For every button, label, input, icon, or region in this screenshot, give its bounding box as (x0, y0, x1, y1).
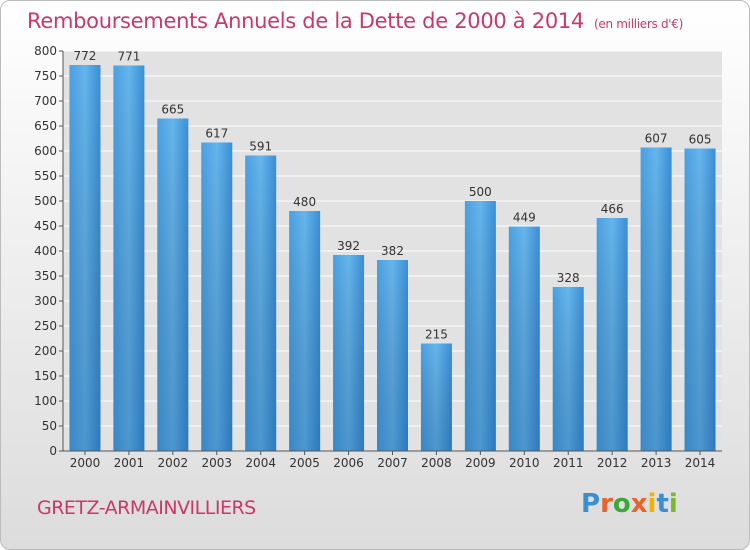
data-label: 772 (74, 49, 97, 63)
logo-letter: r (600, 489, 613, 519)
y-tick-label: 750 (34, 69, 57, 83)
x-tick-label: 2004 (245, 456, 276, 470)
bar-shade (157, 118, 189, 451)
bar-shade (596, 218, 628, 451)
logo-letter: x (630, 489, 648, 519)
bar-shade (245, 155, 277, 451)
x-tick-label: 2012 (597, 456, 628, 470)
data-label: 449 (513, 211, 536, 225)
x-tick-label: 2013 (641, 456, 672, 470)
city-name: GRETZ-ARMAINVILLIERS (37, 497, 256, 519)
y-tick-label: 100 (34, 394, 57, 408)
y-tick-label: 600 (34, 144, 57, 158)
logo-letter: P (581, 489, 601, 519)
y-tick-label: 300 (34, 294, 57, 308)
bar-shade (640, 147, 672, 451)
logo-letter: t (656, 489, 669, 519)
x-tick-label: 2000 (70, 456, 101, 470)
y-tick-label: 800 (34, 44, 57, 58)
data-label: 591 (249, 140, 272, 154)
data-label: 605 (689, 133, 712, 147)
x-tick-label: 2005 (289, 456, 320, 470)
bar-shade (289, 211, 321, 451)
y-tick-label: 200 (34, 344, 57, 358)
x-tick-label: 2010 (509, 456, 540, 470)
bar-shade (113, 65, 145, 451)
data-label: 382 (381, 244, 404, 258)
x-tick-label: 2011 (553, 456, 584, 470)
y-tick-label: 400 (34, 244, 57, 258)
x-tick-label: 2014 (685, 456, 716, 470)
x-axis: 2000 2001 2002 2003 2004 2005 2006 2007 2008 2009… (63, 450, 722, 470)
bar-shade (420, 343, 452, 451)
chart-title: Remboursements Annuels de la Dette de 20… (27, 9, 683, 33)
data-label: 665 (161, 103, 184, 117)
bars (69, 65, 716, 451)
y-tick-label: 50 (42, 419, 57, 433)
bar-shade (377, 260, 408, 451)
data-label: 607 (645, 132, 668, 146)
y-tick-label: 550 (34, 169, 57, 183)
chart-title-text: Remboursements Annuels de la Dette de 20… (27, 9, 584, 33)
logo-letter: i (647, 489, 657, 519)
y-tick-label: 0 (49, 444, 57, 458)
data-label: 480 (293, 195, 316, 209)
y-tick-label: 350 (34, 269, 57, 283)
bar-shade (684, 148, 716, 451)
bar-shade (552, 287, 584, 451)
bar-shade (69, 65, 101, 451)
data-label: 392 (337, 239, 360, 253)
y-axis: 0 50 100 150 200 250 300 350 400 450 500 550 600 650 7… (34, 44, 64, 458)
y-tick-label: 700 (34, 94, 57, 108)
logo-letter: i (668, 489, 678, 519)
y-tick-label: 250 (34, 319, 57, 333)
bar-shade (201, 142, 233, 451)
x-tick-label: 2001 (114, 456, 145, 470)
data-label: 215 (425, 328, 448, 342)
data-label: 617 (205, 127, 228, 141)
y-tick-label: 150 (34, 369, 57, 383)
x-tick-label: 2003 (201, 456, 232, 470)
unit-note: (en milliers d'€) (594, 17, 684, 31)
data-label: 466 (601, 202, 624, 216)
bar-shade (464, 201, 496, 451)
x-tick-label: 2007 (377, 456, 408, 470)
y-tick-label: 500 (34, 194, 57, 208)
x-tick-label: 2006 (333, 456, 364, 470)
x-tick-label: 2002 (158, 456, 189, 470)
data-labels: 772 771 665 617 591 480 392 382 215 500 449 328 466 6… (74, 49, 712, 342)
data-label: 500 (469, 185, 492, 199)
proxiti-logo[interactable]: Proxiti (581, 489, 678, 519)
x-tick-label: 2008 (421, 456, 452, 470)
y-tick-label: 650 (34, 119, 57, 133)
bar-shade (508, 226, 540, 451)
data-label: 771 (117, 50, 140, 64)
x-tick-label: 2009 (465, 456, 496, 470)
data-label: 328 (557, 271, 580, 285)
logo-letter: o (612, 489, 631, 519)
y-tick-label: 450 (34, 219, 57, 233)
bar-shade (333, 255, 365, 451)
